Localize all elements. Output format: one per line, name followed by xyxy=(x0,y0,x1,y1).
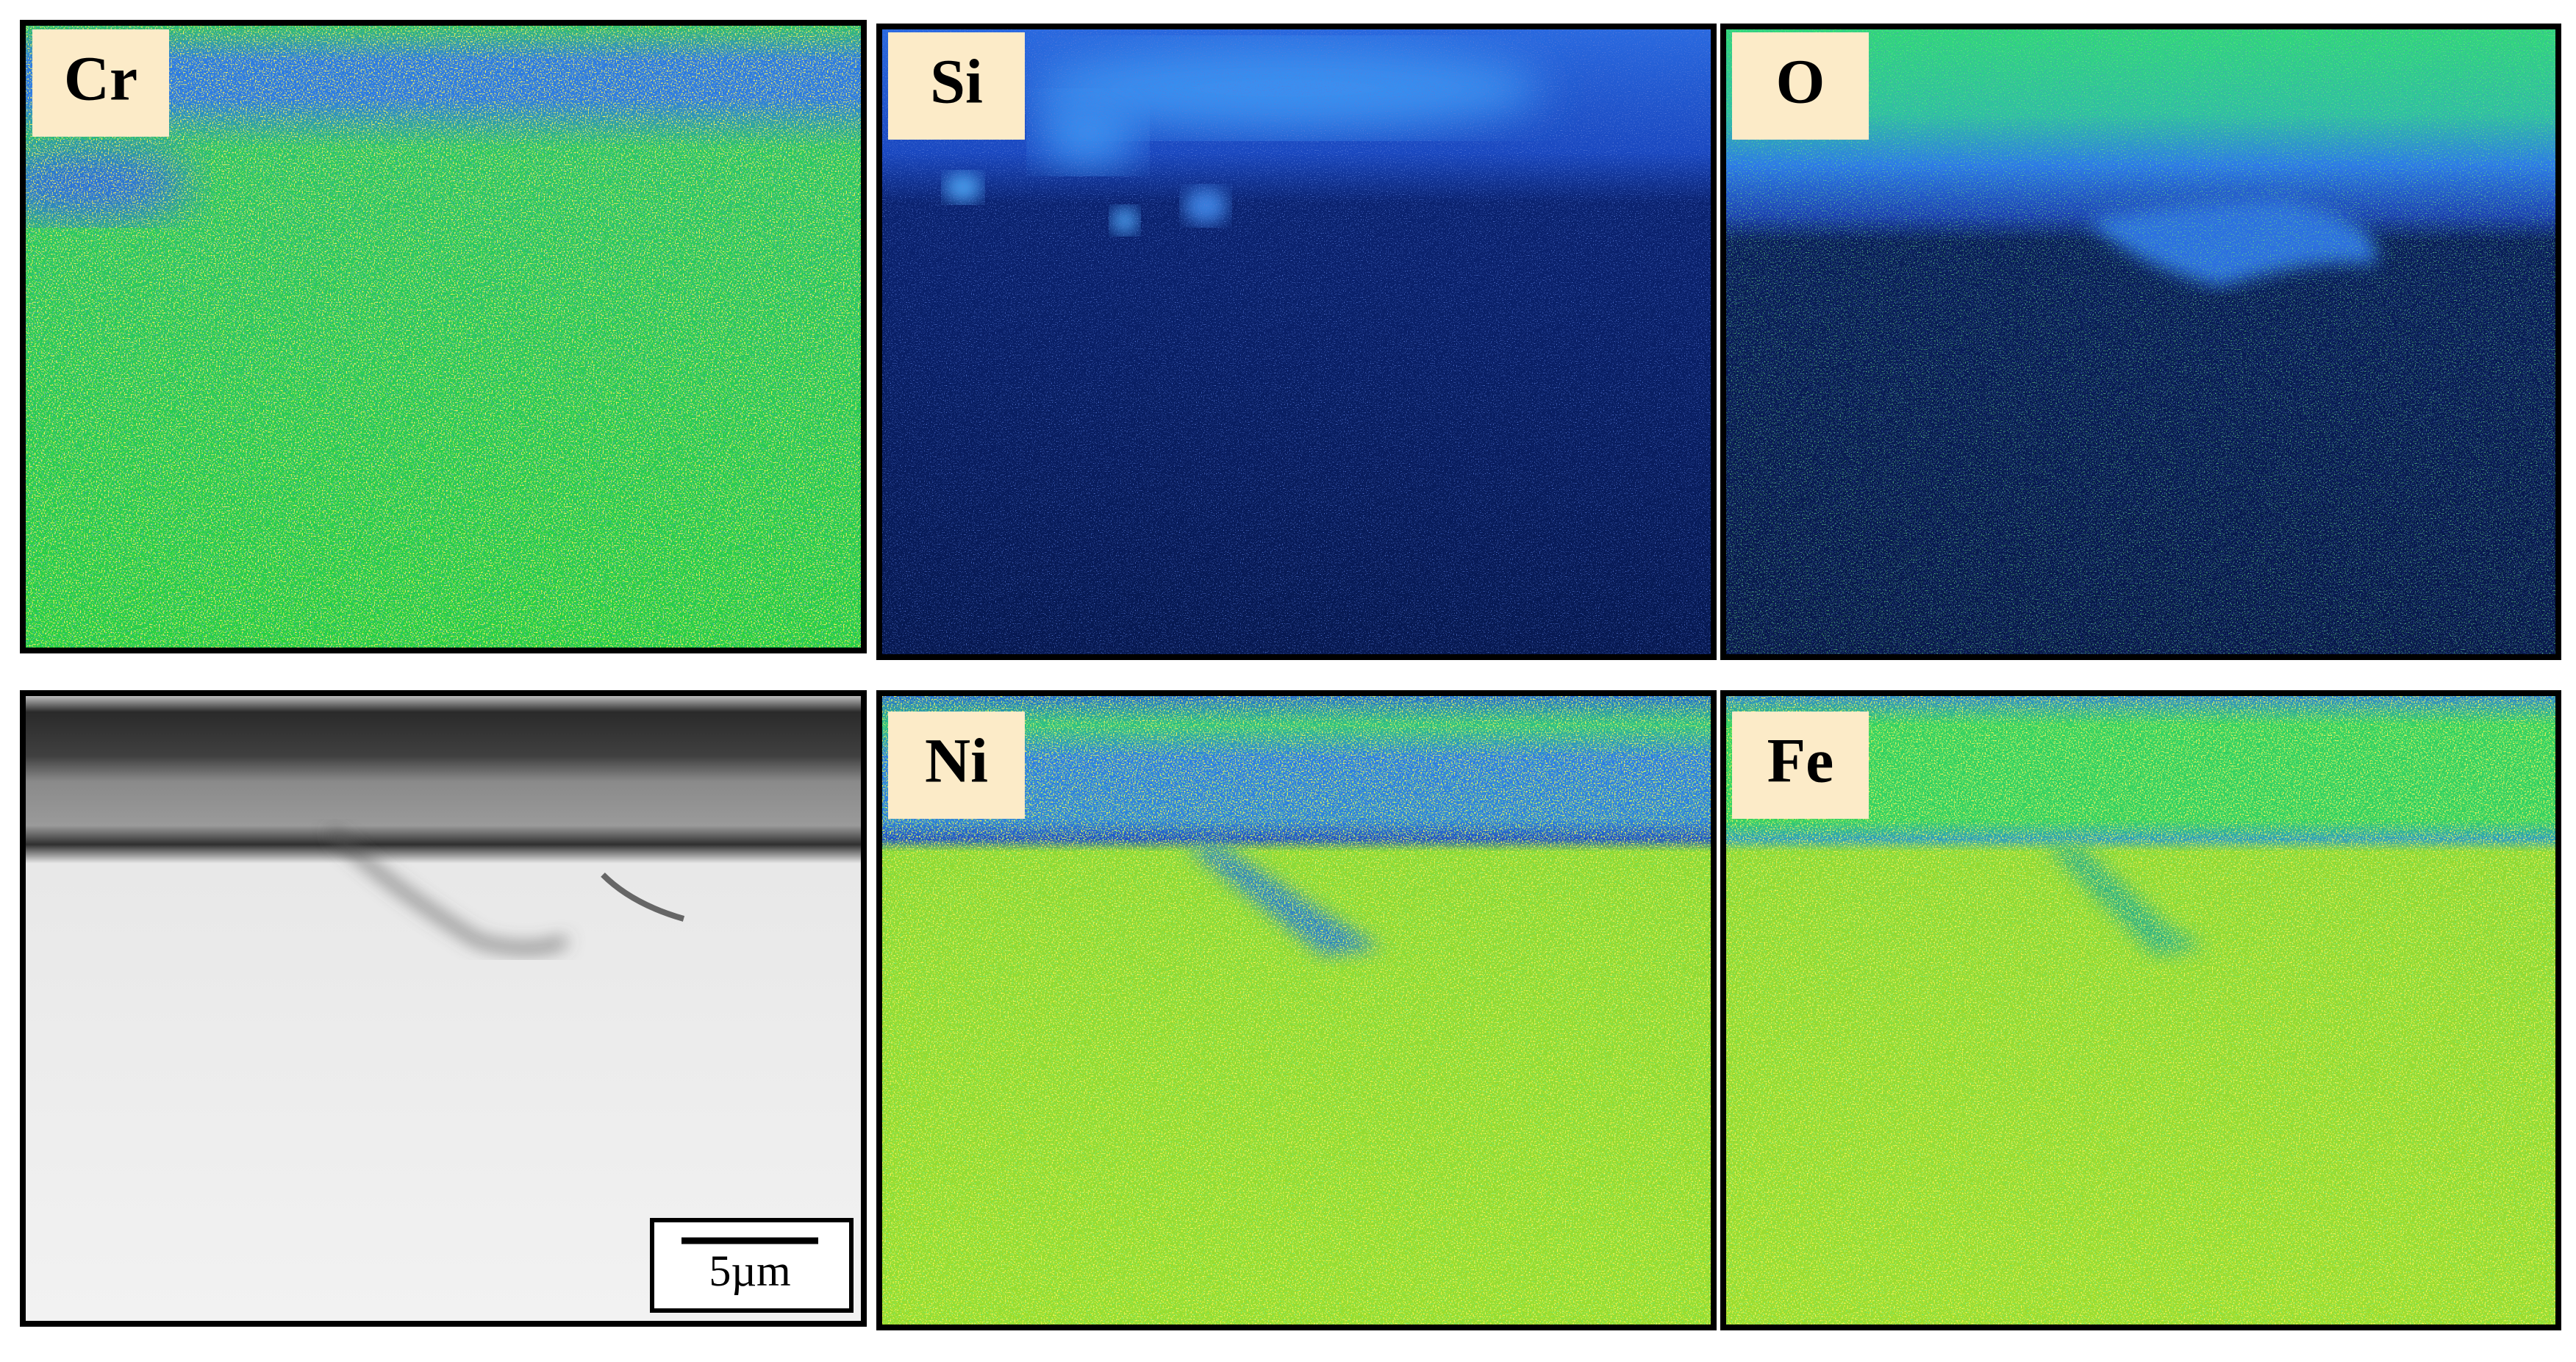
panel-border xyxy=(876,690,1717,1330)
element-label: O xyxy=(1776,46,1825,117)
label-box xyxy=(888,32,1025,140)
element-label: Fe xyxy=(1767,725,1834,796)
label-box xyxy=(1732,712,1869,819)
scale-bar-label: 5µm xyxy=(709,1247,790,1295)
cr-map xyxy=(23,23,864,650)
panel-border xyxy=(876,24,1717,660)
element-label: Cr xyxy=(64,43,137,114)
scale-bar-box xyxy=(650,1218,854,1313)
panel-border xyxy=(1720,690,2561,1330)
panel-border xyxy=(1720,24,2561,660)
label-box xyxy=(32,29,169,137)
panel-border xyxy=(20,690,867,1327)
panel-border xyxy=(20,20,867,653)
element-label: Si xyxy=(930,46,983,117)
o-map xyxy=(1723,26,2558,657)
element-label: Ni xyxy=(925,725,988,796)
label-box xyxy=(888,712,1025,819)
label-box xyxy=(1732,32,1869,140)
